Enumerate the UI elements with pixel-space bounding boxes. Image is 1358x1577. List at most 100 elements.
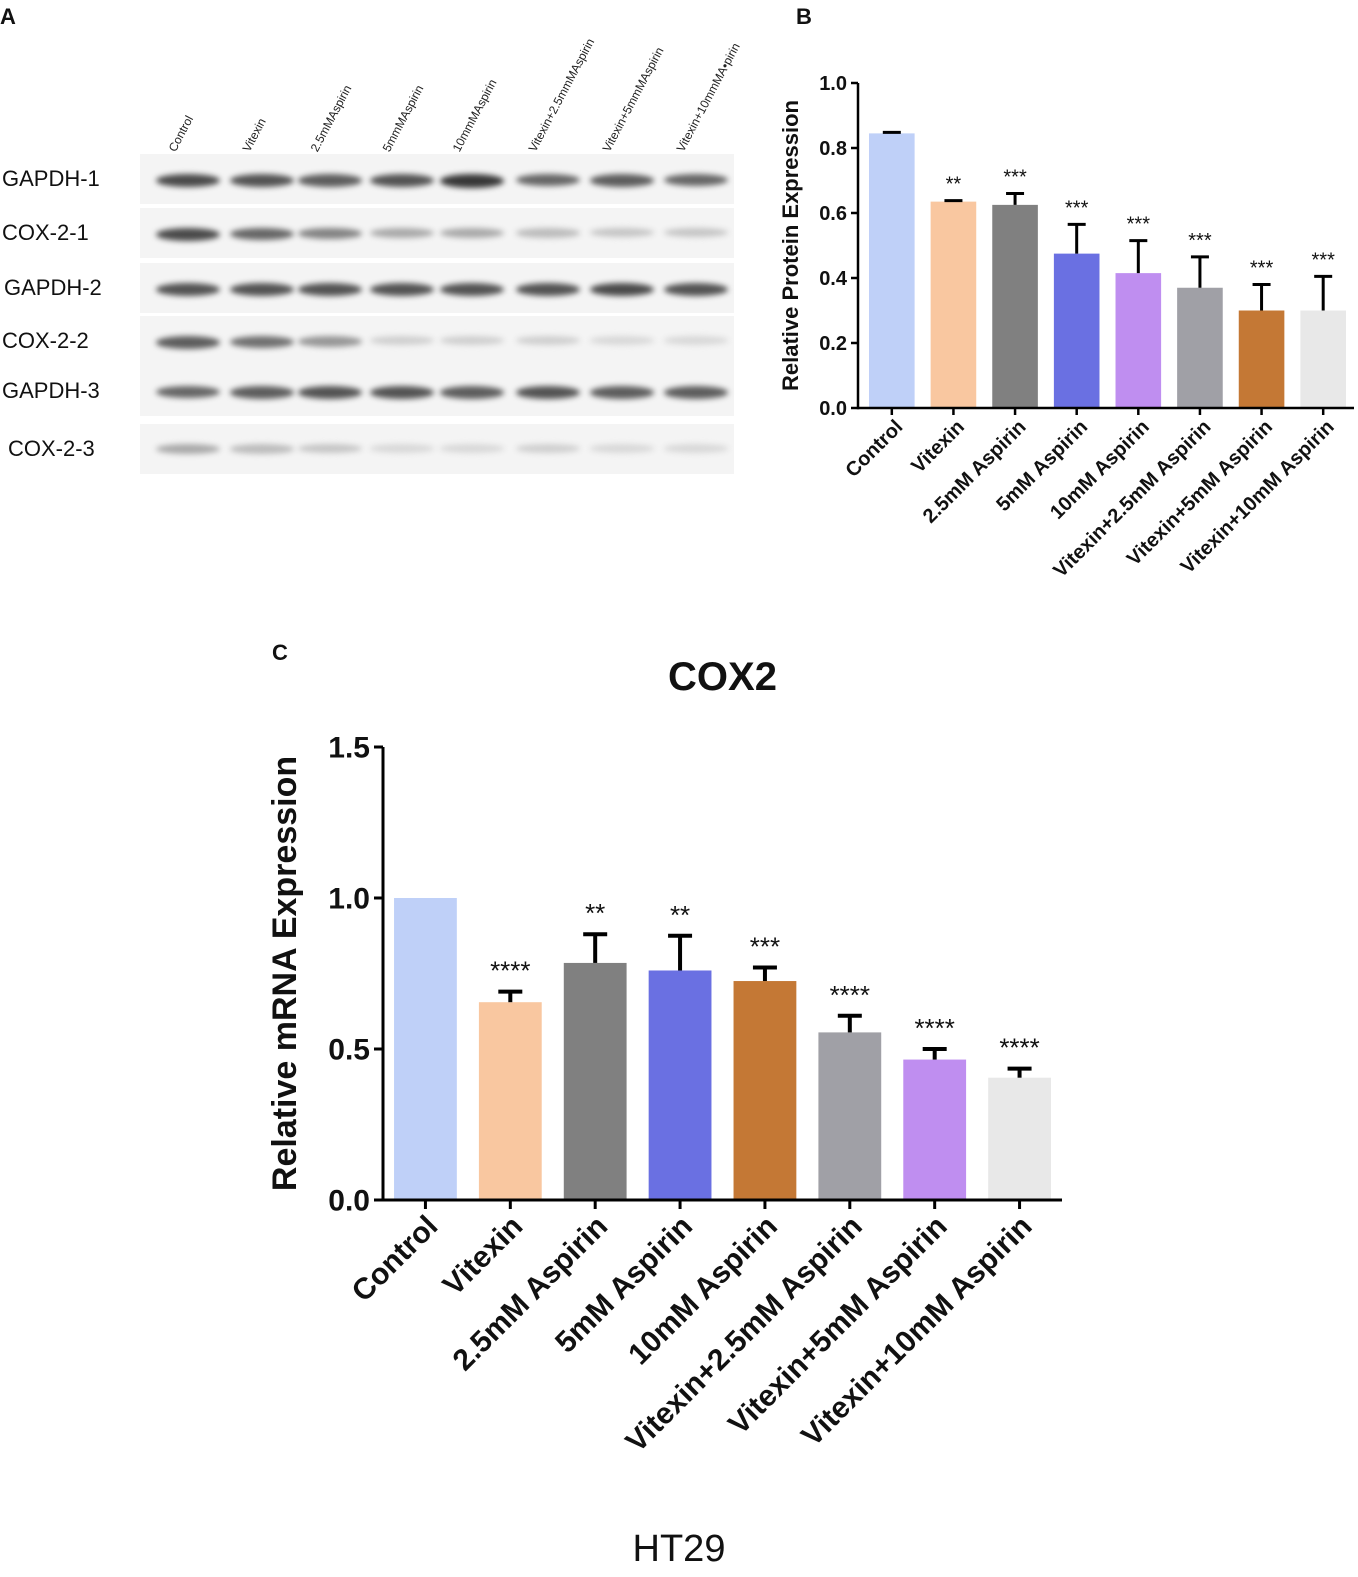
y-tick-label: 0.0: [819, 398, 847, 420]
y-tick-label: 0.6: [819, 203, 847, 225]
blot-band: [516, 336, 580, 345]
y-tick-label: 0.8: [819, 138, 847, 160]
blot-band: [516, 174, 580, 187]
blot-band: [298, 283, 362, 296]
y-tick-label: 1.0: [328, 883, 370, 916]
blot-band: [370, 174, 434, 187]
blot-band: [230, 228, 294, 241]
x-tick-label: Control: [346, 1210, 445, 1309]
blot-band: [664, 283, 728, 296]
significance-label: ****: [830, 980, 870, 1010]
y-tick-label: 0.2: [819, 333, 847, 355]
blot-band: [370, 228, 434, 239]
blot-band: [230, 444, 294, 454]
blot-band: [664, 336, 728, 345]
blot-band: [298, 228, 362, 240]
blot-band: [590, 444, 654, 453]
blot-band: [298, 386, 362, 399]
bar: [648, 970, 712, 1200]
blot-band: [664, 228, 728, 238]
lane-label: Vitexin: [239, 115, 269, 154]
y-tick-label: 1.5: [328, 732, 370, 765]
blot-band: [370, 386, 434, 399]
bar: [818, 1032, 882, 1200]
bar: [733, 981, 797, 1200]
blot-band: [440, 228, 504, 239]
blot-band: [298, 444, 362, 454]
significance-label: ***: [1312, 249, 1336, 271]
significance-label: ****: [999, 1033, 1039, 1063]
bar: [1238, 310, 1285, 408]
bar: [992, 204, 1038, 408]
bar: [563, 962, 627, 1200]
lane-label: 2.5mMAspirin: [307, 82, 355, 154]
x-tick-label: Control: [842, 416, 908, 482]
bar: [478, 1002, 542, 1200]
blot-band: [156, 336, 220, 349]
blot-band: [516, 444, 580, 453]
blot-row-label: GAPDH-1: [2, 166, 100, 191]
blot-band: [230, 174, 294, 187]
blot-band: [156, 174, 220, 188]
bar: [869, 133, 915, 408]
panel-label-a: A: [0, 4, 16, 29]
chart-title: COX2: [668, 655, 777, 699]
bar: [988, 1077, 1051, 1200]
x-tick-label: Vitexin: [907, 416, 969, 478]
blot-band: [230, 283, 294, 296]
lane-label: 10mmMAspirin: [449, 76, 500, 154]
y-tick-label: 1.0: [819, 73, 847, 95]
bar: [1115, 273, 1162, 408]
panel-label-c: C: [272, 640, 288, 665]
blot-band: [516, 283, 580, 296]
bar: [930, 201, 977, 408]
blot-band: [370, 444, 434, 453]
blot-band: [664, 444, 728, 453]
blot-band: [156, 228, 220, 242]
significance-label: **: [585, 898, 605, 928]
significance-label: ****: [490, 956, 530, 986]
y-tick-label: 0.0: [328, 1185, 370, 1218]
blot-band: [664, 174, 728, 187]
significance-label: ***: [1250, 258, 1274, 280]
blot-band: [590, 336, 654, 345]
blot-band: [590, 386, 654, 399]
blot-row-label: GAPDH-2: [4, 275, 102, 300]
significance-label: **: [670, 900, 690, 930]
blot-row-label: GAPDH-3: [2, 378, 100, 403]
blot-band: [440, 444, 504, 453]
significance-label: ***: [1003, 167, 1027, 189]
blot-band: [440, 386, 504, 399]
bar: [394, 898, 457, 1200]
blot-band: [298, 336, 362, 347]
protein-expression-chart: Relative Protein Expression Control ** Vite…: [778, 73, 1354, 582]
blot-band: [590, 174, 654, 187]
bar: [1300, 310, 1346, 408]
blot-band: [370, 283, 434, 296]
significance-label: **: [946, 174, 962, 196]
bar: [903, 1059, 967, 1200]
blot-band: [590, 283, 654, 297]
bar: [1177, 287, 1223, 408]
blot-band: [230, 386, 294, 399]
blot-band: [156, 386, 220, 399]
lane-label: Control: [165, 113, 197, 154]
lane-label: 5mmMAspirin: [379, 82, 427, 154]
western-blot: Control Vitexin 2.5mMAspirin 5mmMAspirin 10m…: [0, 0, 790, 520]
blot-band: [156, 283, 220, 296]
blot-band: [298, 174, 362, 187]
panel-label-b: B: [796, 4, 812, 29]
blot-band: [440, 283, 504, 296]
significance-label: ***: [750, 931, 780, 961]
blot-band: [156, 444, 220, 455]
blot-band: [516, 228, 580, 238]
lane-label: Vitexin+10mmMA•pirin: [673, 40, 743, 154]
blot-band: [370, 336, 434, 345]
significance-label: ***: [1065, 197, 1089, 219]
blot-band: [440, 174, 504, 188]
x-tick-label: 2.5mM Aspirin: [447, 1210, 615, 1378]
y-axis-label: Relative Protein Expression: [778, 100, 803, 391]
lane-label: Vitexin+5mmMAspirin: [599, 44, 667, 154]
blot-band: [440, 336, 504, 345]
